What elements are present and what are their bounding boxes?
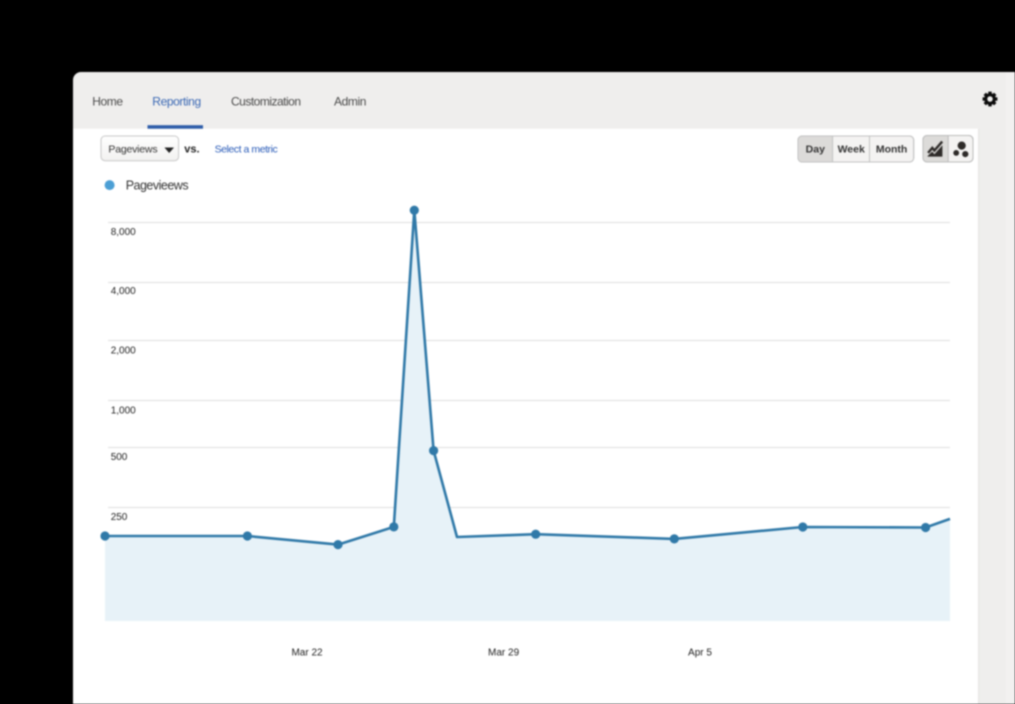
svg-text:vs.: vs. <box>184 144 199 156</box>
svg-text:Week: Week <box>838 144 865 156</box>
svg-text:Apr 5: Apr 5 <box>688 647 712 658</box>
svg-text:8,000: 8,000 <box>111 227 136 238</box>
svg-text:Pageviews: Pageviews <box>108 144 157 156</box>
svg-text:500: 500 <box>111 452 128 463</box>
svg-text:Pagevieews: Pagevieews <box>126 178 189 192</box>
svg-text:Home: Home <box>92 95 123 109</box>
svg-text:Month: Month <box>876 144 908 156</box>
svg-text:250: 250 <box>111 512 128 523</box>
svg-text:Mar 29: Mar 29 <box>488 647 520 658</box>
svg-text:4,000: 4,000 <box>111 286 136 297</box>
svg-text:Admin: Admin <box>334 95 366 109</box>
svg-text:Day: Day <box>806 144 825 156</box>
svg-text:1,000: 1,000 <box>111 405 136 416</box>
svg-text:Select a metric: Select a metric <box>215 144 278 156</box>
svg-text:Customization: Customization <box>231 95 301 109</box>
svg-text:Reporting: Reporting <box>152 95 200 109</box>
svg-text:Mar 22: Mar 22 <box>291 647 323 658</box>
svg-text:2,000: 2,000 <box>111 345 136 356</box>
